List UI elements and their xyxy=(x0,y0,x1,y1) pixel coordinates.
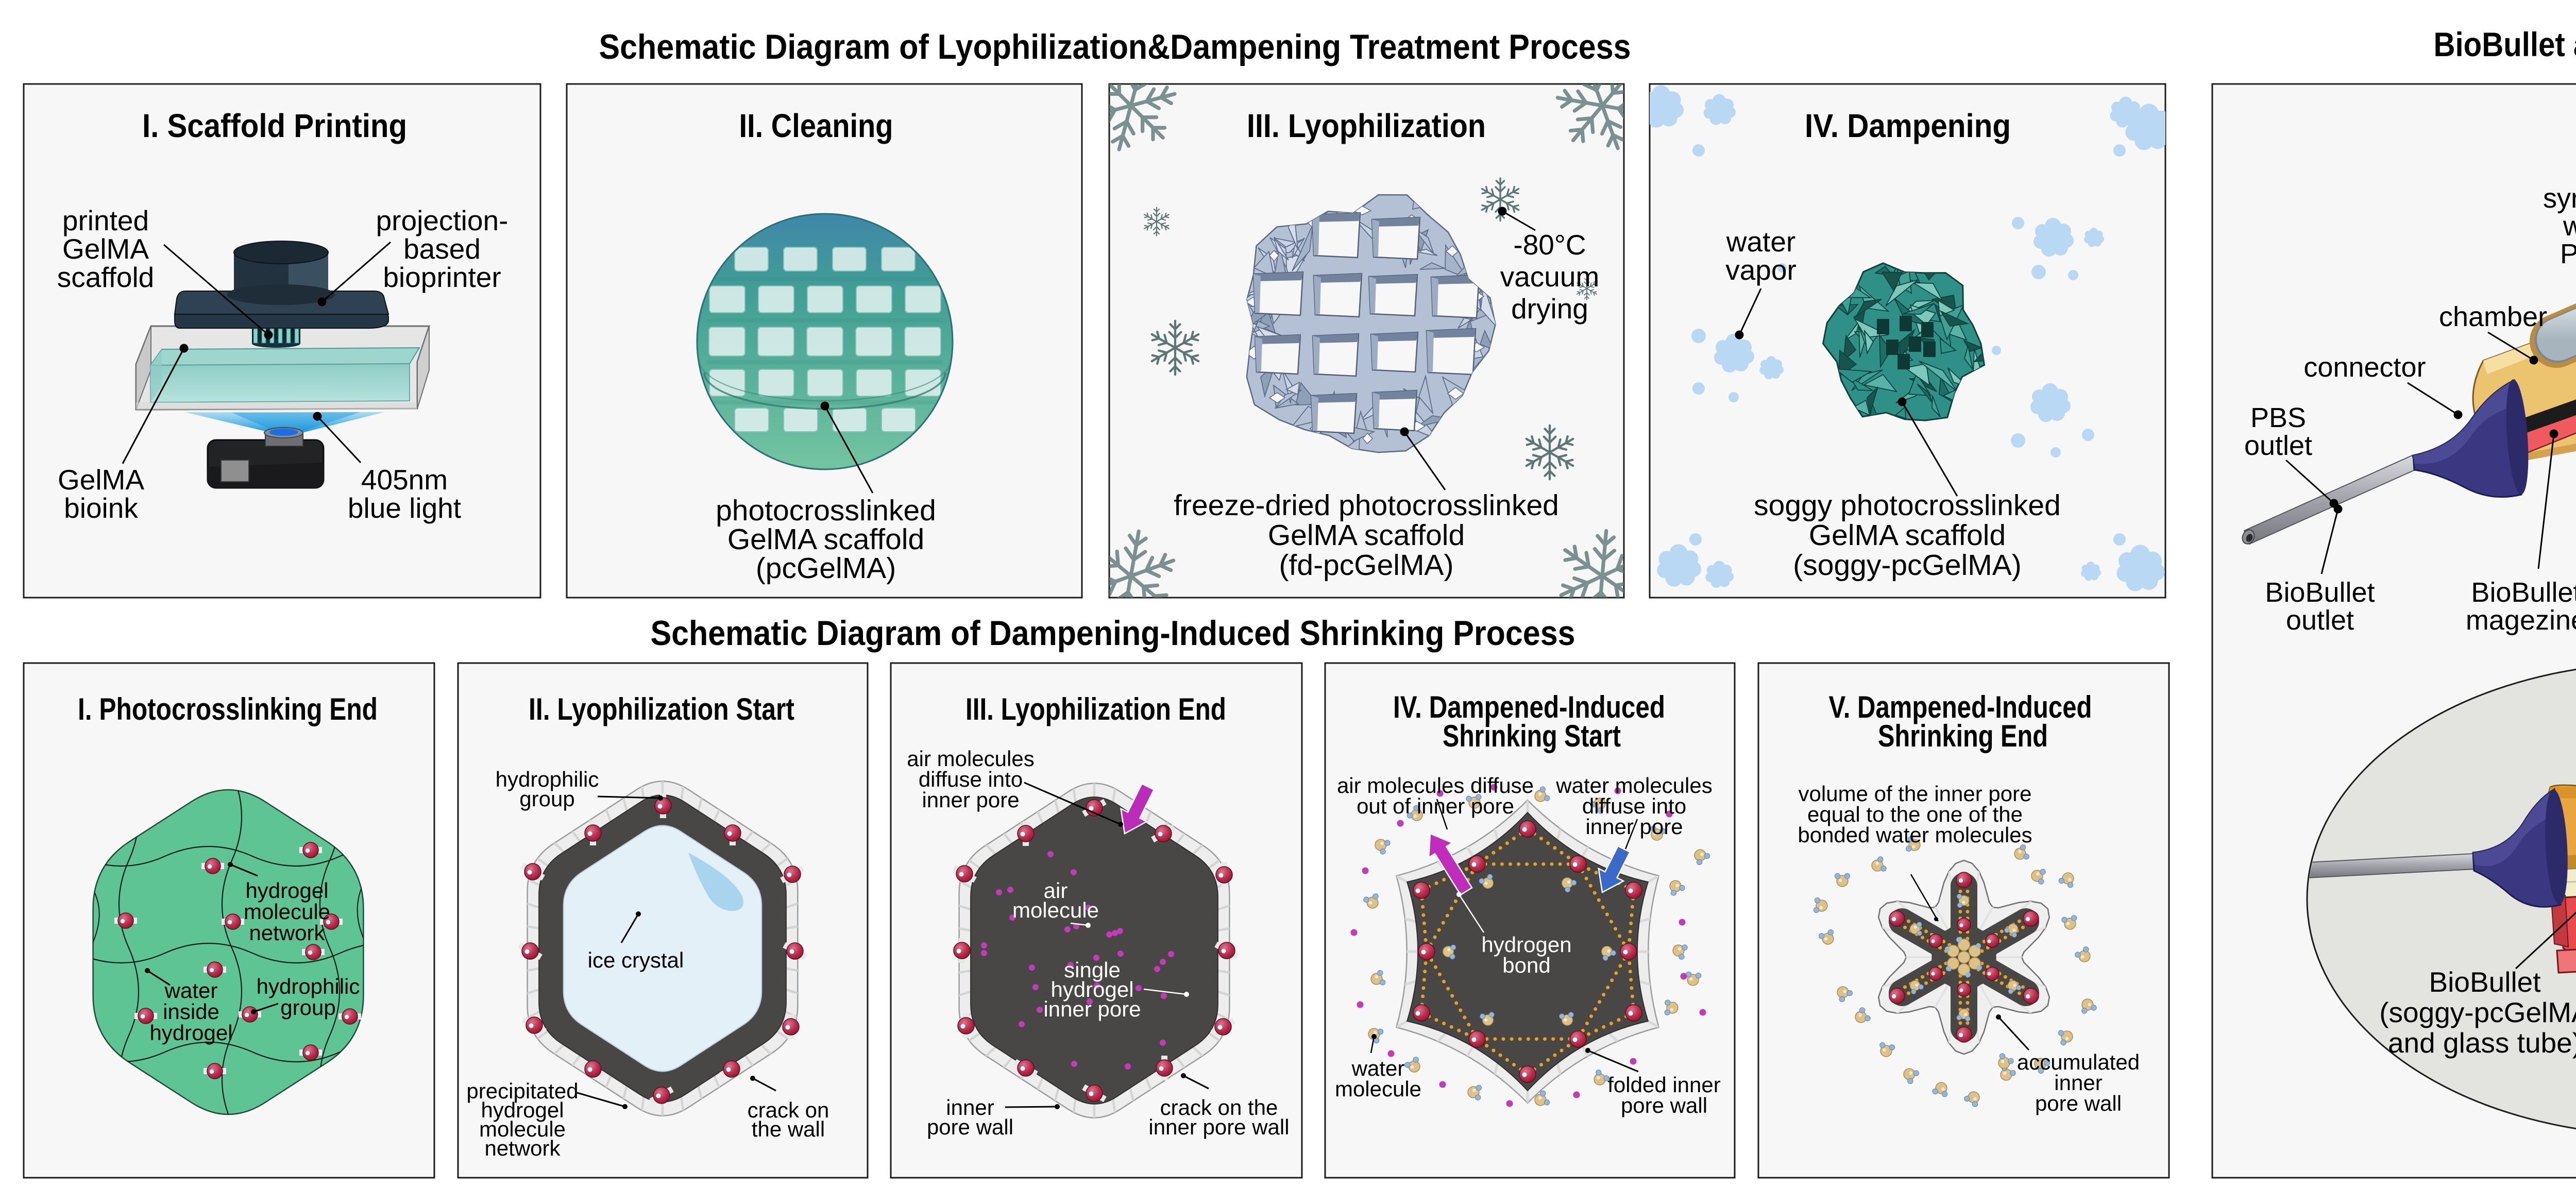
svg-text:chamber: chamber xyxy=(2439,301,2547,332)
svg-text:BioBullet: BioBullet xyxy=(2265,577,2375,608)
svg-text:inner pore: inner pore xyxy=(1043,997,1141,1021)
svg-text:precipitated: precipitated xyxy=(466,1079,578,1103)
svg-text:II. Cleaning: II. Cleaning xyxy=(739,107,893,144)
svg-text:-80°C: -80°C xyxy=(1513,229,1586,261)
svg-text:water: water xyxy=(1351,1056,1405,1080)
svg-text:photocrosslinked: photocrosslinked xyxy=(716,494,936,527)
svg-text:III. Lyophilization End: III. Lyophilization End xyxy=(965,692,1226,726)
svg-text:hydrogen: hydrogen xyxy=(1481,932,1571,957)
svg-text:inner: inner xyxy=(2054,1071,2102,1095)
svg-text:I. Scaffold Printing: I. Scaffold Printing xyxy=(142,107,407,144)
svg-text:GelMA: GelMA xyxy=(58,464,144,496)
svg-text:network: network xyxy=(249,921,325,945)
svg-text:outlet: outlet xyxy=(2244,430,2312,461)
svg-text:the wall: the wall xyxy=(752,1117,825,1141)
svg-text:ice crystal: ice crystal xyxy=(588,948,684,972)
svg-text:molecule: molecule xyxy=(1335,1077,1421,1101)
svg-text:syringe: syringe xyxy=(2543,183,2576,214)
svg-text:water: water xyxy=(1726,226,1796,258)
svg-text:blue light: blue light xyxy=(348,492,461,524)
svg-text:hydrophilic: hydrophilic xyxy=(257,974,360,998)
svg-text:inner: inner xyxy=(946,1095,994,1120)
svg-text:accumulated: accumulated xyxy=(2017,1050,2140,1074)
svg-text:single: single xyxy=(1064,958,1121,982)
svg-text:air molecules: air molecules xyxy=(907,747,1034,771)
svg-text:scaffold: scaffold xyxy=(57,261,155,293)
svg-text:equal to the one of the: equal to the one of the xyxy=(1807,802,2023,826)
svg-text:air: air xyxy=(1044,878,1068,903)
svg-text:IV. Dampening: IV. Dampening xyxy=(1805,107,2011,144)
svg-text:drying: drying xyxy=(1511,293,1588,325)
svg-text:Shrinking Start: Shrinking Start xyxy=(1443,719,1621,753)
svg-text:II. Lyophilization Start: II. Lyophilization Start xyxy=(529,692,794,726)
svg-text:PBS: PBS xyxy=(2560,239,2576,269)
svg-text:group: group xyxy=(280,995,335,1020)
svg-text:V. Dampened-Induced: V. Dampened-Induced xyxy=(1829,690,2092,724)
svg-text:magezine: magezine xyxy=(2466,605,2576,636)
svg-text:molecule: molecule xyxy=(479,1117,566,1141)
svg-text:freeze-dried photocrosslinked: freeze-dried photocrosslinked xyxy=(1174,489,1559,522)
svg-text:network: network xyxy=(484,1136,561,1160)
svg-text:bioprinter: bioprinter xyxy=(383,261,501,293)
svg-text:(pcGelMA): (pcGelMA) xyxy=(756,552,896,585)
svg-text:and glass tube): and glass tube) xyxy=(2388,1027,2576,1059)
svg-text:Schematic Diagram of Dampening: Schematic Diagram of Dampening-Induced S… xyxy=(651,614,1575,653)
svg-text:bonded water molecules: bonded water molecules xyxy=(1798,823,2032,847)
svg-text:water: water xyxy=(164,978,218,1003)
svg-text:inner pore: inner pore xyxy=(922,788,1019,812)
svg-text:BioBullet: BioBullet xyxy=(2429,966,2540,998)
svg-text:405nm: 405nm xyxy=(361,464,448,496)
svg-text:vacuum: vacuum xyxy=(1500,261,1600,293)
svg-text:BioBullet and BioGun: BioBullet and BioGun xyxy=(2434,25,2576,63)
svg-text:hydrogel: hydrogel xyxy=(149,1021,232,1045)
svg-text:connector: connector xyxy=(2303,352,2426,383)
svg-text:hydrogel: hydrogel xyxy=(481,1098,564,1122)
svg-text:based: based xyxy=(403,233,481,265)
svg-text:inner pore wall: inner pore wall xyxy=(1148,1115,1289,1139)
svg-text:III. Lyophilization: III. Lyophilization xyxy=(1247,107,1486,144)
svg-text:pore wall: pore wall xyxy=(1621,1093,1707,1117)
svg-text:folded inner: folded inner xyxy=(1607,1073,1721,1097)
svg-text:hydrogel: hydrogel xyxy=(1050,977,1133,1002)
svg-text:volume of the inner pore: volume of the inner pore xyxy=(1799,782,2032,806)
svg-text:outlet: outlet xyxy=(2286,605,2354,636)
svg-text:GelMA scaffold: GelMA scaffold xyxy=(727,523,924,556)
svg-text:crack on the: crack on the xyxy=(1160,1095,1278,1120)
svg-text:vapor: vapor xyxy=(1725,254,1797,286)
svg-text:BioBullet: BioBullet xyxy=(2471,577,2576,608)
svg-text:projection-: projection- xyxy=(376,205,509,236)
svg-text:Shrinking End: Shrinking End xyxy=(1878,719,2048,753)
svg-text:pore wall: pore wall xyxy=(2035,1091,2122,1115)
svg-text:bioink: bioink xyxy=(64,492,138,524)
svg-text:with: with xyxy=(2563,211,2576,242)
svg-text:hydrogel: hydrogel xyxy=(245,878,328,903)
svg-text:IV. Dampened-Induced: IV. Dampened-Induced xyxy=(1393,690,1665,724)
svg-text:PBS: PBS xyxy=(2250,402,2306,433)
svg-text:out of inner pore: out of inner pore xyxy=(1357,794,1514,818)
svg-text:I. Photocrosslinking End: I. Photocrosslinking End xyxy=(78,692,378,726)
svg-text:inside: inside xyxy=(163,999,219,1024)
svg-text:molecule: molecule xyxy=(1012,898,1099,922)
svg-text:molecule: molecule xyxy=(244,900,330,924)
svg-text:air molecules diffuse: air molecules diffuse xyxy=(1337,773,1534,798)
svg-text:crack on: crack on xyxy=(748,1098,829,1122)
svg-text:GelMA scaffold: GelMA scaffold xyxy=(1809,519,2006,552)
svg-text:(soggy-pcGelMA): (soggy-pcGelMA) xyxy=(1793,549,2021,582)
svg-text:bond: bond xyxy=(1502,953,1550,977)
svg-text:(fd-pcGelMA): (fd-pcGelMA) xyxy=(1279,549,1454,582)
svg-text:hydrophilic: hydrophilic xyxy=(496,767,599,791)
svg-text:Schematic Diagram of Lyophiliz: Schematic Diagram of Lyophilization&Damp… xyxy=(599,27,1631,66)
svg-text:water molecules: water molecules xyxy=(1555,773,1712,798)
svg-text:diffuse into: diffuse into xyxy=(1582,794,1686,818)
svg-text:(soggy-pcGelMA: (soggy-pcGelMA xyxy=(2379,996,2576,1028)
svg-text:pore wall: pore wall xyxy=(927,1115,1013,1139)
svg-text:GelMA: GelMA xyxy=(62,233,149,265)
svg-text:GelMA scaffold: GelMA scaffold xyxy=(1268,519,1465,552)
svg-text:printed: printed xyxy=(62,205,149,236)
svg-text:soggy photocrosslinked: soggy photocrosslinked xyxy=(1754,489,2061,522)
svg-text:group: group xyxy=(519,787,574,811)
svg-text:diffuse into: diffuse into xyxy=(919,767,1023,791)
